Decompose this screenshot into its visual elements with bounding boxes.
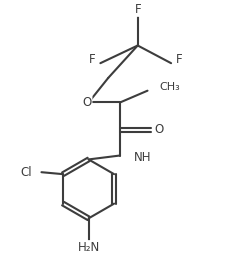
Text: O: O xyxy=(82,96,91,109)
Text: Cl: Cl xyxy=(20,166,32,179)
Text: CH₃: CH₃ xyxy=(159,82,180,92)
Text: F: F xyxy=(176,53,182,66)
Text: NH: NH xyxy=(134,151,151,164)
Text: F: F xyxy=(89,53,96,66)
Text: H₂N: H₂N xyxy=(77,241,100,254)
Text: O: O xyxy=(155,123,164,137)
Text: F: F xyxy=(134,3,141,16)
